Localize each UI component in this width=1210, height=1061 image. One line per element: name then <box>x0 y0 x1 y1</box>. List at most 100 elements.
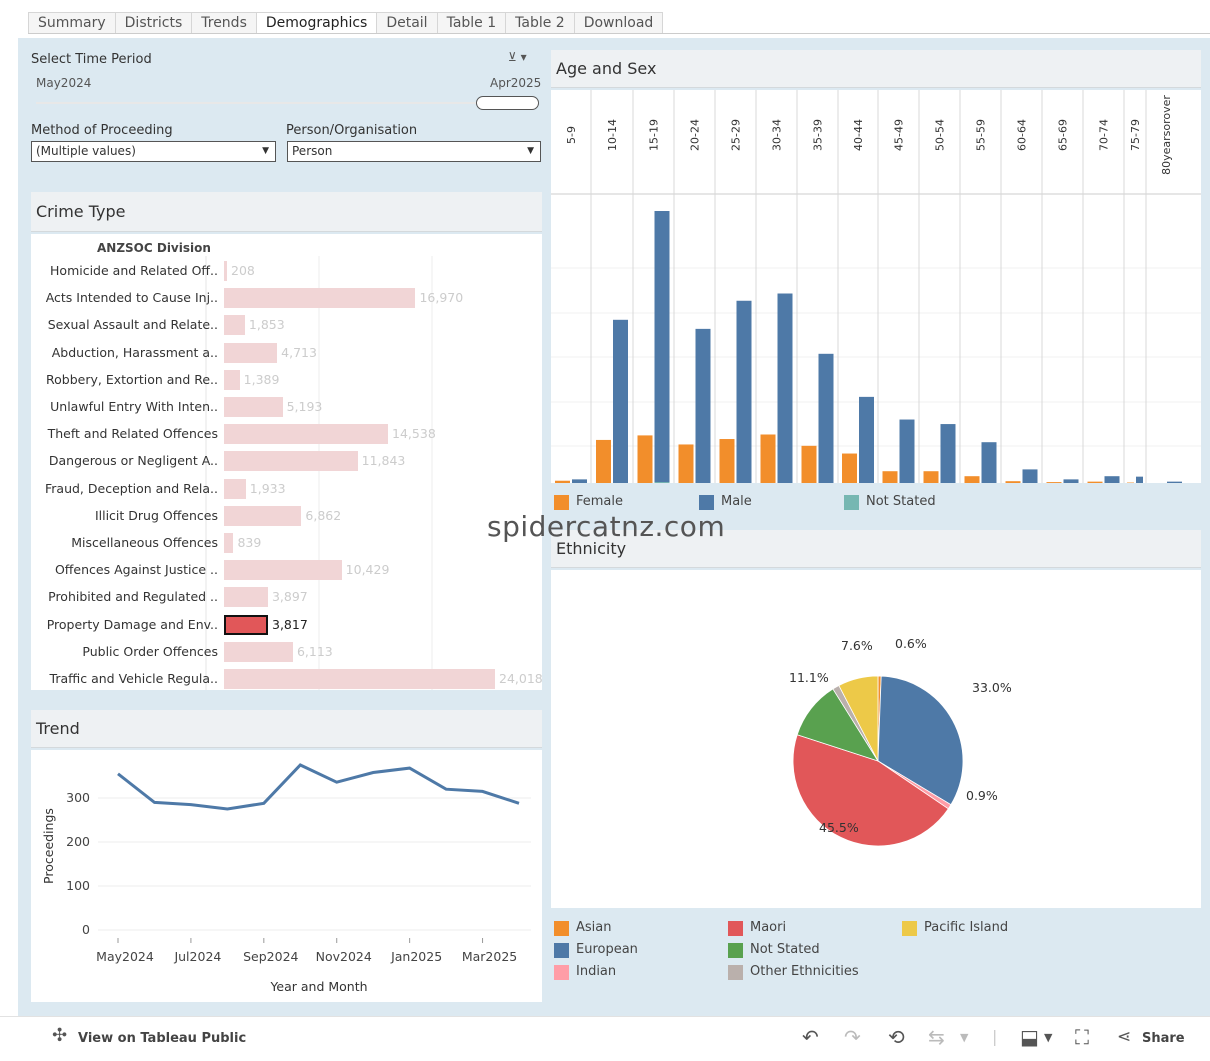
pie-percent-label: 33.0% <box>972 680 1012 695</box>
chevron-down-icon: ▼ <box>262 146 269 156</box>
trend-line[interactable] <box>117 763 520 811</box>
age-bar-male[interactable] <box>940 424 956 483</box>
age-bar-female[interactable] <box>637 435 653 483</box>
crime-bar[interactable] <box>224 451 358 472</box>
ethnicity-legend-item[interactable]: Not Stated <box>728 942 820 958</box>
redo-icon[interactable]: ↷ <box>844 1025 861 1049</box>
legend-label: Other Ethnicities <box>750 964 859 979</box>
legend-swatch <box>902 921 917 936</box>
age-bar-female[interactable] <box>678 444 694 483</box>
age-bar-female[interactable] <box>842 453 857 483</box>
age-bar-male[interactable] <box>777 293 793 483</box>
chevron-down-icon[interactable]: ▼ <box>960 1031 969 1044</box>
tab-detail[interactable]: Detail <box>376 12 438 33</box>
person-dropdown[interactable]: Person ▼ <box>287 141 541 162</box>
revert-icon[interactable]: ⟲ <box>888 1025 905 1049</box>
age-bar-male[interactable] <box>981 442 997 483</box>
age-bar-female[interactable] <box>555 480 570 483</box>
age-bar-female[interactable] <box>1005 481 1021 483</box>
crime-bar[interactable] <box>224 587 268 608</box>
age-bar-male[interactable] <box>613 319 628 483</box>
tab-trends[interactable]: Trends <box>191 12 257 33</box>
pie-slice-european[interactable] <box>877 675 964 806</box>
ethnicity-legend-item[interactable]: Pacific Island <box>902 920 1008 936</box>
tab-summary[interactable]: Summary <box>28 12 116 33</box>
crime-bar[interactable] <box>224 424 389 445</box>
age-bar-male[interactable] <box>1022 469 1038 483</box>
share-button[interactable]: Share <box>1142 1031 1185 1046</box>
legend-swatch <box>728 921 743 936</box>
crime-bar[interactable] <box>224 560 342 581</box>
age-bar-male[interactable] <box>1104 476 1120 483</box>
age-bar-male[interactable] <box>899 419 915 483</box>
time-slider-handle[interactable] <box>476 96 539 110</box>
crime-bar[interactable] <box>224 505 302 526</box>
age-bar-male[interactable] <box>859 396 874 483</box>
crime-bar[interactable] <box>224 478 246 499</box>
age-bar-male[interactable] <box>818 353 834 483</box>
age-bar-female[interactable] <box>964 476 980 483</box>
tab-download[interactable]: Download <box>573 12 664 33</box>
tab-table-2[interactable]: Table 2 <box>505 12 575 33</box>
ethnicity-legend-item[interactable]: Asian <box>554 920 611 936</box>
tab-table-1[interactable]: Table 1 <box>436 12 507 33</box>
age-bar-female[interactable] <box>923 471 939 483</box>
age-bar-female[interactable] <box>882 471 898 483</box>
crime-bar[interactable] <box>224 669 495 689</box>
crime-bar[interactable] <box>224 315 245 336</box>
dashboard-canvas: Select Time Period ⊻ ▾ May2024 Apr2025 M… <box>18 38 1210 1016</box>
age-bar-male[interactable] <box>736 300 752 483</box>
crime-bar[interactable] <box>224 641 293 662</box>
age-group-label: 65-69 <box>1057 119 1070 151</box>
crime-bar[interactable] <box>224 261 227 281</box>
age-bar-male[interactable] <box>695 328 711 483</box>
age-sex-legend: Female Male Not Stated <box>554 494 1194 514</box>
pie-slice-maori[interactable] <box>792 734 949 847</box>
ethnicity-legend-item[interactable]: Indian <box>554 964 616 980</box>
fullscreen-icon[interactable]: ⛶ <box>1075 1025 1089 1049</box>
tab-districts[interactable]: Districts <box>114 12 193 33</box>
ethnicity-legend-item[interactable]: European <box>554 942 638 958</box>
age-sex-legend-item[interactable]: Not Stated <box>844 494 936 510</box>
time-slider-track[interactable] <box>36 102 538 104</box>
crime-bar[interactable] <box>224 533 234 553</box>
age-group-label: 30-34 <box>771 119 784 151</box>
download-icon[interactable]: ⬓ <box>1020 1025 1039 1049</box>
chevron-down-icon[interactable]: ▼ <box>1044 1031 1053 1044</box>
legend-swatch <box>699 495 714 510</box>
legend-swatch <box>554 943 569 958</box>
age-bar-not-stated[interactable] <box>654 482 670 483</box>
age-bar-female[interactable] <box>719 439 735 483</box>
crime-bar[interactable] <box>224 342 278 363</box>
crime-bar[interactable] <box>224 614 268 635</box>
age-bar-male[interactable] <box>1167 481 1182 483</box>
crime-bar[interactable] <box>224 397 283 417</box>
crime-bar[interactable] <box>224 369 240 390</box>
pie-slice-pacific-island[interactable] <box>838 675 879 762</box>
age-bar-female[interactable] <box>801 445 817 483</box>
ethnicity-legend-item[interactable]: Other Ethnicities <box>728 964 859 980</box>
age-sex-legend-item[interactable]: Male <box>699 494 752 510</box>
refresh-icon[interactable]: ⇆ <box>928 1025 945 1049</box>
age-bar-male[interactable] <box>572 479 587 483</box>
pie-percent-label: 0.6% <box>895 636 927 651</box>
age-bar-male[interactable] <box>1136 476 1143 483</box>
ethnicity-legend-item[interactable]: Maori <box>728 920 786 936</box>
tab-demographics[interactable]: Demographics <box>255 12 378 33</box>
age-bar-male[interactable] <box>654 211 670 483</box>
undo-icon[interactable]: ↶ <box>802 1025 819 1049</box>
age-bar-female[interactable] <box>760 434 776 483</box>
age-group-label: 35-39 <box>812 119 825 151</box>
clear-filter-icon[interactable]: ⊻ ▾ <box>508 50 527 64</box>
share-icon[interactable]: ⋖ <box>1117 1027 1132 1047</box>
age-bar-female[interactable] <box>596 439 611 483</box>
age-bar-male[interactable] <box>1063 479 1079 483</box>
crime-category-label: Acts Intended to Cause Inj.. <box>45 290 218 306</box>
crime-bar[interactable] <box>224 288 416 309</box>
age-header-band <box>551 90 1201 194</box>
view-on-tableau-link[interactable]: View on Tableau Public <box>78 1031 247 1046</box>
method-dropdown[interactable]: (Multiple values) ▼ <box>31 141 276 162</box>
age-bar-female[interactable] <box>1087 481 1103 483</box>
age-bar-female[interactable] <box>1046 482 1062 483</box>
age-sex-legend-item[interactable]: Female <box>554 494 623 510</box>
